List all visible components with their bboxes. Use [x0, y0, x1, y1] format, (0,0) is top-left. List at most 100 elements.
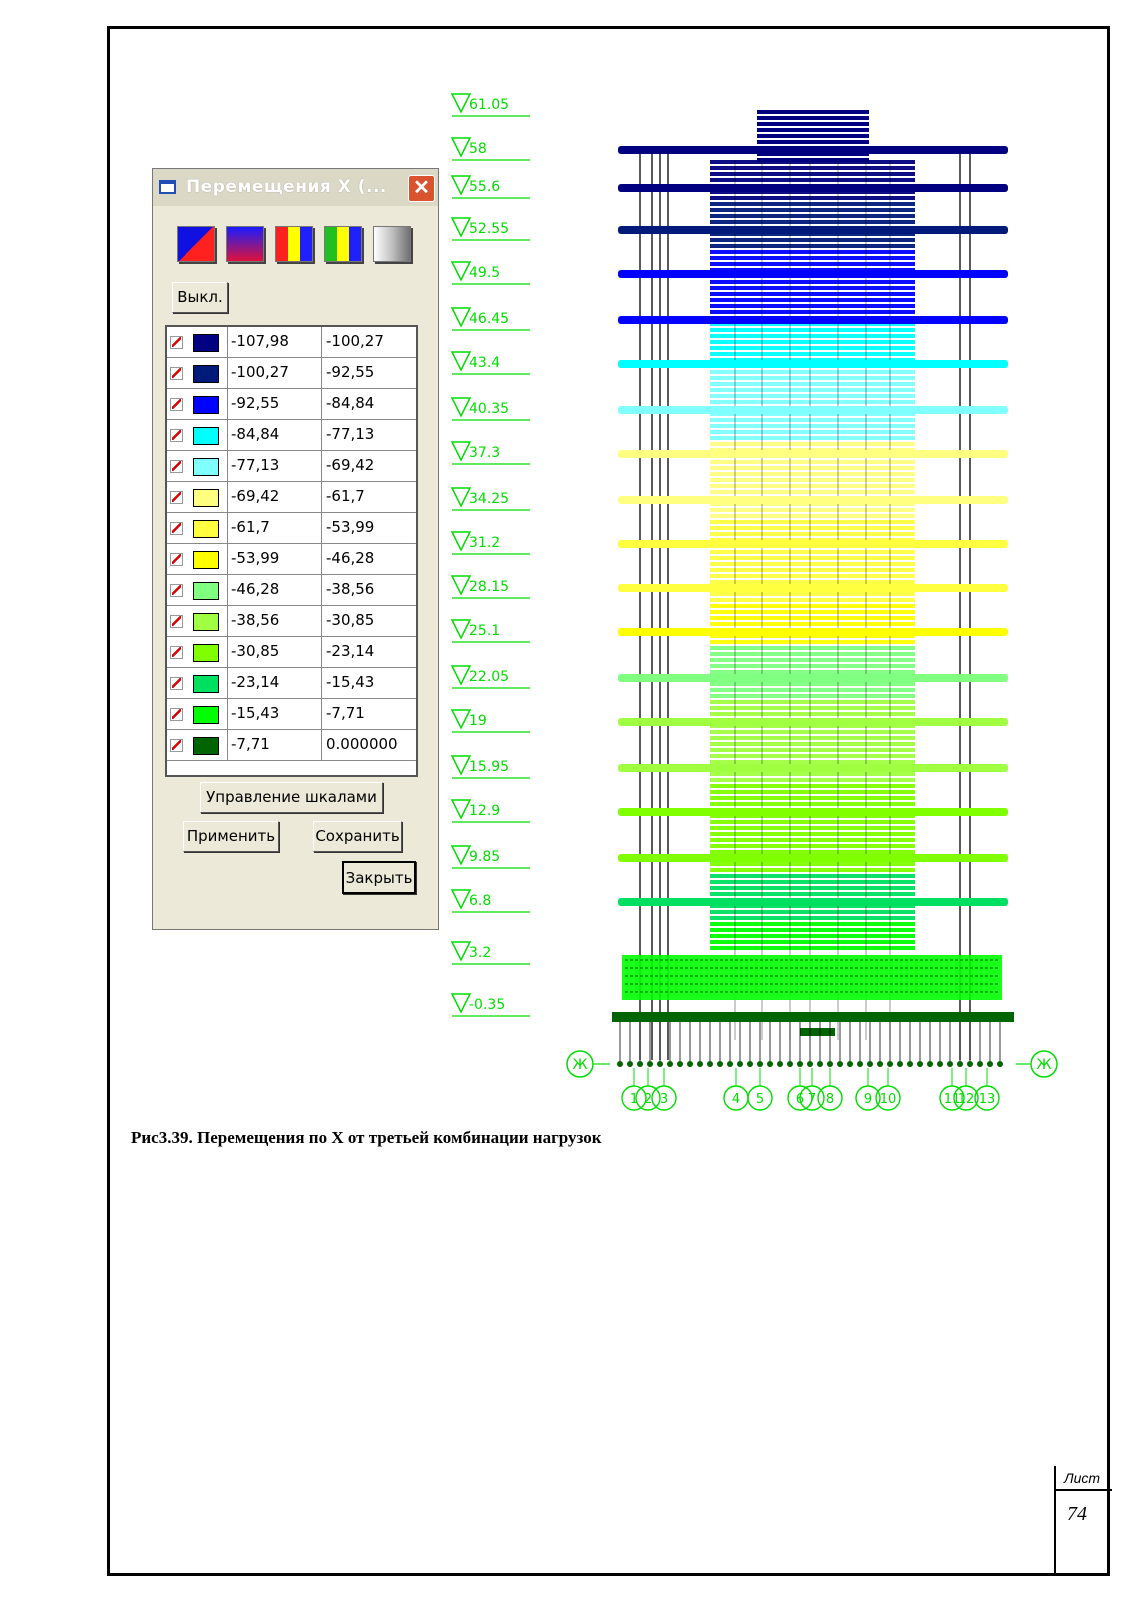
save-button[interactable]: Сохранить	[313, 821, 402, 852]
pile-node	[777, 1061, 783, 1067]
close-button[interactable]: Закрыть	[342, 861, 416, 894]
legend-row[interactable]: -84,84 -77,13	[167, 420, 416, 451]
pile-node	[807, 1061, 813, 1067]
legend-color-swatch[interactable]	[193, 737, 219, 755]
legend-color-swatch[interactable]	[193, 427, 219, 445]
legend-row-checkbox[interactable]	[170, 615, 183, 628]
legend-row[interactable]: -107,98 -100,27	[167, 327, 416, 358]
legend-row[interactable]: -61,7 -53,99	[167, 513, 416, 544]
legend-row-checkbox[interactable]	[170, 584, 183, 597]
dialog-titlebar[interactable]: Перемещения X (... ✕	[153, 169, 438, 206]
legend-row[interactable]: -46,28 -38,56	[167, 575, 416, 606]
pile-node	[717, 1061, 723, 1067]
legend-color-swatch[interactable]	[193, 520, 219, 538]
legend-range-to: -7,71	[321, 699, 416, 729]
palette-red-blue-button[interactable]	[177, 226, 215, 262]
legend-row[interactable]: -100,27 -92,55	[167, 358, 416, 389]
core-band	[710, 640, 915, 644]
legend-row-checkbox[interactable]	[170, 336, 183, 349]
legend-color-swatch[interactable]	[193, 675, 219, 693]
legend-row-checkbox[interactable]	[170, 646, 183, 659]
core-band	[710, 532, 915, 536]
core-band	[710, 652, 915, 656]
level-label: 3.2	[469, 945, 491, 961]
legend-color-swatch[interactable]	[193, 334, 219, 352]
legend-row[interactable]: -23,14 -15,43	[167, 668, 416, 699]
legend-range-from: -7,71	[227, 730, 321, 760]
pile-node	[897, 1061, 903, 1067]
legend-row-checkbox[interactable]	[170, 708, 183, 721]
sheet-frame	[107, 26, 1110, 1576]
core-band	[710, 394, 915, 398]
legend-range-to: -38,56	[321, 575, 416, 605]
legend-row-checkbox[interactable]	[170, 553, 183, 566]
legend-row-checkbox[interactable]	[170, 367, 183, 380]
legend-row[interactable]: -15,43 -7,71	[167, 699, 416, 730]
legend-row[interactable]: -7,71 0.000000	[167, 730, 416, 761]
pile-node	[657, 1061, 663, 1067]
legend-color-swatch[interactable]	[193, 365, 219, 383]
legend-color-swatch[interactable]	[193, 582, 219, 600]
core-band	[710, 550, 915, 554]
close-icon[interactable]: ✕	[408, 175, 435, 202]
legend-row-checkbox[interactable]	[170, 739, 183, 752]
legend-color-swatch[interactable]	[193, 396, 219, 414]
legend-row[interactable]: -69,42 -61,7	[167, 482, 416, 513]
pile-node	[937, 1061, 943, 1067]
palette-green-yellow-blue-button[interactable]	[324, 226, 362, 262]
floor-slab	[618, 540, 1008, 548]
legend-row[interactable]: -92,55 -84,84	[167, 389, 416, 420]
legend-range-to: -53,99	[321, 513, 416, 543]
legend-row[interactable]: -77,13 -69,42	[167, 451, 416, 482]
axis-column-label: 4	[732, 1092, 740, 1107]
legend-color-swatch[interactable]	[193, 458, 219, 476]
legend-row-checkbox[interactable]	[170, 677, 183, 690]
legend-color-swatch[interactable]	[193, 644, 219, 662]
legend-range-to: -84,84	[321, 389, 416, 419]
pile-node	[697, 1061, 703, 1067]
scale-control-button[interactable]: Управление шкалами	[200, 782, 383, 813]
legend-row-checkbox[interactable]	[170, 522, 183, 535]
legend-row-checkbox[interactable]	[170, 429, 183, 442]
legend-row[interactable]: -38,56 -30,85	[167, 606, 416, 637]
core-band	[710, 682, 915, 686]
legend-color-swatch[interactable]	[193, 706, 219, 724]
core-band	[710, 922, 915, 926]
legend-row[interactable]: -53,99 -46,28	[167, 544, 416, 575]
core-band	[710, 262, 915, 266]
level-label: 55.6	[469, 179, 500, 195]
palette-blue-gradient-button[interactable]	[226, 226, 264, 262]
legend-color-swatch[interactable]	[193, 613, 219, 631]
off-button[interactable]: Выкл.	[172, 282, 228, 313]
core-band	[710, 208, 915, 212]
legend-color-swatch[interactable]	[193, 551, 219, 569]
level-marker-icon	[450, 487, 472, 508]
legend-color-swatch[interactable]	[193, 489, 219, 507]
core-band	[710, 604, 915, 608]
tower-top-band	[757, 110, 869, 114]
core-band	[710, 556, 915, 560]
apply-button[interactable]: Применить	[183, 821, 279, 852]
level-marker-icon	[450, 531, 472, 552]
legend-row-checkbox[interactable]	[170, 460, 183, 473]
core-band	[710, 670, 915, 674]
pile-node	[977, 1061, 983, 1067]
core-band	[710, 706, 915, 710]
level-label: 49.5	[469, 265, 500, 281]
core-band	[710, 442, 915, 446]
core-band	[710, 754, 915, 758]
displacement-legend-dialog: Перемещения X (... ✕ Выкл. -107,98 -100,2…	[152, 168, 439, 930]
palette-gray-button[interactable]	[373, 226, 411, 262]
legend-row-checkbox[interactable]	[170, 398, 183, 411]
level-label: 46.45	[469, 311, 509, 327]
core-band	[710, 892, 915, 896]
floor-slab	[618, 628, 1008, 636]
legend-row-checkbox[interactable]	[170, 491, 183, 504]
pile-node	[677, 1061, 683, 1067]
core-band	[710, 910, 915, 914]
axis-column-bubble	[855, 1085, 881, 1111]
axis-column-bubble	[787, 1085, 813, 1111]
legend-row[interactable]: -30,85 -23,14	[167, 637, 416, 668]
palette-red-yellow-blue-button[interactable]	[275, 226, 313, 262]
pile-node	[747, 1061, 753, 1067]
